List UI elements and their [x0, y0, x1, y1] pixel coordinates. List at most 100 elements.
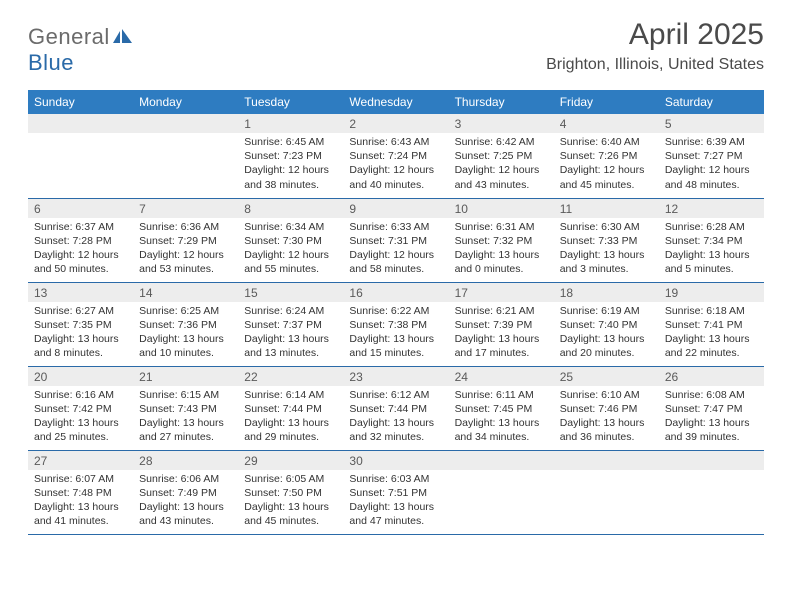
sunrise-line: Sunrise: 6:03 AM	[349, 472, 442, 486]
calendar-cell: 21Sunrise: 6:15 AMSunset: 7:43 PMDayligh…	[133, 366, 238, 450]
daylight-line: Daylight: 12 hours and 55 minutes.	[244, 248, 337, 276]
sunrise-line: Sunrise: 6:45 AM	[244, 135, 337, 149]
sunset-line: Sunset: 7:23 PM	[244, 149, 337, 163]
day-number: 2	[343, 114, 448, 133]
day-number: 12	[659, 199, 764, 218]
day-number: 18	[554, 283, 659, 302]
sunset-line: Sunset: 7:29 PM	[139, 234, 232, 248]
sunset-line: Sunset: 7:30 PM	[244, 234, 337, 248]
daylight-line: Daylight: 13 hours and 10 minutes.	[139, 332, 232, 360]
sunset-line: Sunset: 7:31 PM	[349, 234, 442, 248]
daylight-line: Daylight: 13 hours and 32 minutes.	[349, 416, 442, 444]
day-number: 24	[449, 367, 554, 386]
calendar-cell	[554, 450, 659, 534]
calendar-cell: 30Sunrise: 6:03 AMSunset: 7:51 PMDayligh…	[343, 450, 448, 534]
daylight-line: Daylight: 13 hours and 22 minutes.	[665, 332, 758, 360]
day-number: 7	[133, 199, 238, 218]
sunset-line: Sunset: 7:28 PM	[34, 234, 127, 248]
daylight-line: Daylight: 13 hours and 27 minutes.	[139, 416, 232, 444]
day-details: Sunrise: 6:07 AMSunset: 7:48 PMDaylight:…	[28, 470, 133, 533]
sunrise-line: Sunrise: 6:31 AM	[455, 220, 548, 234]
calendar-cell: 22Sunrise: 6:14 AMSunset: 7:44 PMDayligh…	[238, 366, 343, 450]
day-number: 30	[343, 451, 448, 470]
daylight-line: Daylight: 12 hours and 38 minutes.	[244, 163, 337, 191]
day-number: 13	[28, 283, 133, 302]
sunset-line: Sunset: 7:39 PM	[455, 318, 548, 332]
calendar-cell: 6Sunrise: 6:37 AMSunset: 7:28 PMDaylight…	[28, 198, 133, 282]
day-details: Sunrise: 6:36 AMSunset: 7:29 PMDaylight:…	[133, 218, 238, 281]
calendar-cell: 29Sunrise: 6:05 AMSunset: 7:50 PMDayligh…	[238, 450, 343, 534]
daylight-line: Daylight: 13 hours and 47 minutes.	[349, 500, 442, 528]
day-number: 11	[554, 199, 659, 218]
daylight-line: Daylight: 12 hours and 45 minutes.	[560, 163, 653, 191]
sunrise-line: Sunrise: 6:10 AM	[560, 388, 653, 402]
day-details: Sunrise: 6:39 AMSunset: 7:27 PMDaylight:…	[659, 133, 764, 196]
day-details: Sunrise: 6:22 AMSunset: 7:38 PMDaylight:…	[343, 302, 448, 365]
sunset-line: Sunset: 7:45 PM	[455, 402, 548, 416]
daylight-line: Daylight: 13 hours and 8 minutes.	[34, 332, 127, 360]
sunrise-line: Sunrise: 6:30 AM	[560, 220, 653, 234]
day-number: 27	[28, 451, 133, 470]
sunset-line: Sunset: 7:36 PM	[139, 318, 232, 332]
calendar-cell: 18Sunrise: 6:19 AMSunset: 7:40 PMDayligh…	[554, 282, 659, 366]
daylight-line: Daylight: 13 hours and 25 minutes.	[34, 416, 127, 444]
daylight-line: Daylight: 13 hours and 45 minutes.	[244, 500, 337, 528]
day-details: Sunrise: 6:37 AMSunset: 7:28 PMDaylight:…	[28, 218, 133, 281]
title-block: April 2025 Brighton, Illinois, United St…	[546, 18, 764, 74]
sunrise-line: Sunrise: 6:42 AM	[455, 135, 548, 149]
day-details: Sunrise: 6:11 AMSunset: 7:45 PMDaylight:…	[449, 386, 554, 449]
day-details: Sunrise: 6:27 AMSunset: 7:35 PMDaylight:…	[28, 302, 133, 365]
calendar-header: SundayMondayTuesdayWednesdayThursdayFrid…	[28, 90, 764, 114]
calendar: SundayMondayTuesdayWednesdayThursdayFrid…	[28, 90, 764, 535]
calendar-cell: 23Sunrise: 6:12 AMSunset: 7:44 PMDayligh…	[343, 366, 448, 450]
logo-text: General Blue	[28, 24, 134, 76]
calendar-cell: 3Sunrise: 6:42 AMSunset: 7:25 PMDaylight…	[449, 114, 554, 198]
day-number-empty	[133, 114, 238, 133]
sunrise-line: Sunrise: 6:21 AM	[455, 304, 548, 318]
calendar-cell: 4Sunrise: 6:40 AMSunset: 7:26 PMDaylight…	[554, 114, 659, 198]
sunrise-line: Sunrise: 6:05 AM	[244, 472, 337, 486]
day-number-empty	[554, 451, 659, 470]
day-number: 26	[659, 367, 764, 386]
day-details: Sunrise: 6:21 AMSunset: 7:39 PMDaylight:…	[449, 302, 554, 365]
sunrise-line: Sunrise: 6:37 AM	[34, 220, 127, 234]
calendar-body: 1Sunrise: 6:45 AMSunset: 7:23 PMDaylight…	[28, 114, 764, 534]
weekday-header: Thursday	[449, 90, 554, 114]
sunset-line: Sunset: 7:40 PM	[560, 318, 653, 332]
calendar-cell: 26Sunrise: 6:08 AMSunset: 7:47 PMDayligh…	[659, 366, 764, 450]
calendar-cell: 28Sunrise: 6:06 AMSunset: 7:49 PMDayligh…	[133, 450, 238, 534]
day-number: 17	[449, 283, 554, 302]
sunrise-line: Sunrise: 6:24 AM	[244, 304, 337, 318]
sunrise-line: Sunrise: 6:33 AM	[349, 220, 442, 234]
day-number: 28	[133, 451, 238, 470]
sunrise-line: Sunrise: 6:06 AM	[139, 472, 232, 486]
daylight-line: Daylight: 12 hours and 58 minutes.	[349, 248, 442, 276]
day-number: 5	[659, 114, 764, 133]
day-details: Sunrise: 6:05 AMSunset: 7:50 PMDaylight:…	[238, 470, 343, 533]
calendar-cell: 5Sunrise: 6:39 AMSunset: 7:27 PMDaylight…	[659, 114, 764, 198]
calendar-cell: 27Sunrise: 6:07 AMSunset: 7:48 PMDayligh…	[28, 450, 133, 534]
day-number: 20	[28, 367, 133, 386]
sunset-line: Sunset: 7:41 PM	[665, 318, 758, 332]
daylight-line: Daylight: 13 hours and 41 minutes.	[34, 500, 127, 528]
month-title: April 2025	[546, 18, 764, 52]
daylight-line: Daylight: 12 hours and 48 minutes.	[665, 163, 758, 191]
sunrise-line: Sunrise: 6:19 AM	[560, 304, 653, 318]
sunset-line: Sunset: 7:26 PM	[560, 149, 653, 163]
daylight-line: Daylight: 12 hours and 40 minutes.	[349, 163, 442, 191]
daylight-line: Daylight: 13 hours and 15 minutes.	[349, 332, 442, 360]
sunrise-line: Sunrise: 6:28 AM	[665, 220, 758, 234]
day-number-empty	[659, 451, 764, 470]
day-number: 23	[343, 367, 448, 386]
daylight-line: Daylight: 13 hours and 20 minutes.	[560, 332, 653, 360]
day-details: Sunrise: 6:19 AMSunset: 7:40 PMDaylight:…	[554, 302, 659, 365]
day-details: Sunrise: 6:03 AMSunset: 7:51 PMDaylight:…	[343, 470, 448, 533]
day-number: 14	[133, 283, 238, 302]
sunrise-line: Sunrise: 6:14 AM	[244, 388, 337, 402]
weekday-header: Monday	[133, 90, 238, 114]
daylight-line: Daylight: 12 hours and 53 minutes.	[139, 248, 232, 276]
calendar-cell: 14Sunrise: 6:25 AMSunset: 7:36 PMDayligh…	[133, 282, 238, 366]
calendar-row: 20Sunrise: 6:16 AMSunset: 7:42 PMDayligh…	[28, 366, 764, 450]
sunset-line: Sunset: 7:35 PM	[34, 318, 127, 332]
daylight-line: Daylight: 13 hours and 36 minutes.	[560, 416, 653, 444]
